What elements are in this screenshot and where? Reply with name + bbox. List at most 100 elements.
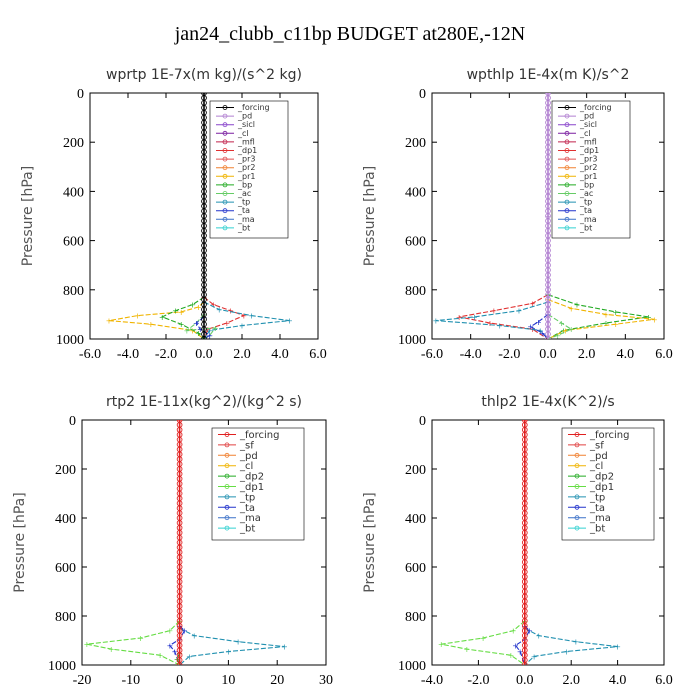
panel-title: wprtp 1E-7x(m kg)/(s^2 kg) <box>106 67 302 83</box>
legend-marker <box>574 515 580 521</box>
series-marker: + <box>108 645 115 654</box>
legend-marker <box>222 148 228 153</box>
series-marker: + <box>603 310 610 319</box>
series-marker: + <box>166 627 173 636</box>
profile-marker <box>176 662 183 665</box>
series-group: +++++++++++++++++++++++++ <box>84 420 288 665</box>
legend-marker <box>564 113 570 119</box>
series-line-pr1 <box>108 301 205 339</box>
legend-label: _dp1 <box>589 482 614 493</box>
series-marker: + <box>568 325 575 334</box>
y-axis-label: Pressure [hPa] <box>362 492 378 592</box>
series-marker: + <box>456 313 463 322</box>
legend-label: _pr3 <box>237 155 255 164</box>
legend: _forcing_sf_pd_cl_dp2_dp1_tp_ta_ma_bt <box>561 427 655 541</box>
legend-label: _pr1 <box>237 172 255 181</box>
chart-panel-2: wpthlp 1E-4x(m K)/s^2 Pressure [hPa] -6.0 -… <box>362 67 673 362</box>
series-marker: + <box>172 307 179 316</box>
legend-label: _bt <box>239 524 255 535</box>
legend-label: _dp1 <box>239 482 264 493</box>
legend-marker <box>222 173 228 179</box>
legend-label: _dp1 <box>579 146 599 155</box>
y-tick-label: 0 <box>419 87 426 102</box>
profile-marker <box>201 336 207 339</box>
series-marker: + <box>568 304 575 313</box>
series-marker: + <box>241 312 248 321</box>
legend-marker <box>222 199 228 205</box>
legend-marker <box>564 156 570 162</box>
legend-marker <box>222 122 228 128</box>
y-tick-label: 600 <box>405 235 426 250</box>
legend-label: _forcing <box>589 430 630 441</box>
series-marker: + <box>539 329 546 338</box>
legend-marker <box>564 105 570 110</box>
series-line-ta <box>195 316 211 339</box>
series-marker: + <box>186 652 193 661</box>
x-tick-label: 0.0 <box>539 347 557 362</box>
legend-marker <box>564 216 570 222</box>
legend-label: _bt <box>579 223 592 232</box>
legend-label: _sicl <box>579 120 597 129</box>
series-marker: + <box>545 212 552 221</box>
legend-marker <box>574 463 580 469</box>
legend-marker <box>224 484 230 489</box>
series-line-tp <box>435 301 549 339</box>
series-marker: + <box>225 648 232 657</box>
y-tick-label: 1000 <box>398 659 426 674</box>
profile-marker <box>521 662 528 665</box>
y-tick-label: 800 <box>63 284 84 299</box>
x-tick-label: -4.0 <box>460 347 482 362</box>
legend-label: _sicl <box>237 120 255 129</box>
series-line-tp <box>524 627 618 665</box>
legend-marker <box>574 442 580 448</box>
series-marker: + <box>438 640 445 649</box>
legend-label: _pr2 <box>579 163 597 172</box>
legend: _forcing_sf_pd_cl_dp2_dp1_tp_ta_ma_bt <box>211 427 305 541</box>
legend-label: _ma <box>579 215 597 224</box>
legend-label: _tp <box>239 492 255 503</box>
series-marker: + <box>558 319 565 328</box>
y-tick-label: 0 <box>419 414 426 429</box>
series-marker: + <box>537 326 544 335</box>
legend-marker <box>224 463 230 469</box>
series-marker: + <box>235 638 242 647</box>
legend-label: _pr3 <box>579 155 597 164</box>
legend-marker <box>222 216 228 222</box>
legend-label: _bp <box>579 180 594 189</box>
legend-label: _dp1 <box>237 146 257 155</box>
series-marker: + <box>572 638 579 647</box>
x-tick-label: 2.0 <box>562 673 580 688</box>
series-group: ++++++++++++++++++++++++++++++++++++++++… <box>433 93 658 339</box>
chart-panels: wprtp 1E-7x(m kg)/(s^2 kg) Pressure [hPa]… <box>12 67 673 688</box>
legend-marker <box>224 452 230 458</box>
x-tick-label: 6.0 <box>655 673 673 688</box>
plot-frame <box>431 419 665 666</box>
legend-label: _tp <box>589 492 605 503</box>
series-marker: + <box>195 329 202 338</box>
legend-marker <box>564 208 570 214</box>
legend-marker <box>224 494 230 500</box>
legend-label: _bt <box>589 524 605 535</box>
legend-marker <box>574 504 580 510</box>
series-marker: + <box>210 301 217 310</box>
panel-title: thlp2 1E-4x(K^2)/s <box>481 394 614 410</box>
panel-title: wpthlp 1E-4x(m K)/s^2 <box>467 67 630 83</box>
series-marker: + <box>563 648 570 657</box>
series-marker: + <box>510 627 517 636</box>
series-line-tp <box>203 301 290 339</box>
x-tick-label: -4.0 <box>421 673 443 688</box>
legend-label: _bp <box>237 180 252 189</box>
series-marker: + <box>191 632 198 641</box>
x-tick-label: -2.0 <box>498 347 520 362</box>
legend-label: _forcing <box>237 103 270 112</box>
legend-label: _ac <box>237 189 251 198</box>
legend-marker <box>222 130 228 136</box>
legend-marker <box>564 225 570 231</box>
legend-label: _mfl <box>237 137 255 146</box>
x-tick-label: 2.0 <box>578 347 596 362</box>
x-tick-label: 4.0 <box>609 673 627 688</box>
series-marker: + <box>195 303 202 312</box>
y-tick-label: 1000 <box>48 659 76 674</box>
x-tick-label: 20 <box>270 673 284 688</box>
legend-label: _dp2 <box>589 472 614 483</box>
